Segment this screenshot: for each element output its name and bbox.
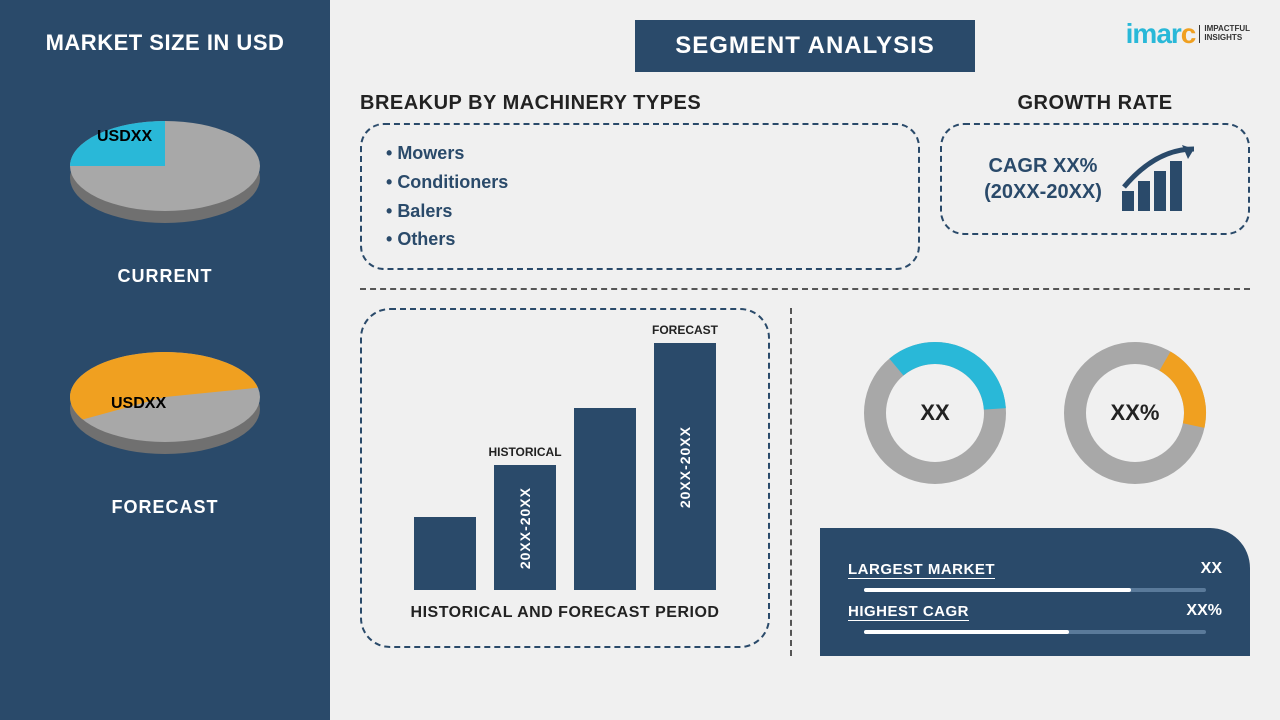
donut: XX% (1060, 338, 1210, 488)
donuts-row: XX XX% (820, 338, 1250, 488)
metrics-section: XX XX% LARGEST MARKET XX HIGHEST CAGR XX… (790, 308, 1250, 656)
metric-label: LARGEST MARKET (848, 561, 995, 578)
breakup-section: BREAKUP BY MACHINERY TYPES MowersConditi… (360, 92, 920, 270)
metric-value: XX (1201, 560, 1222, 578)
barchart-caption: HISTORICAL AND FORECAST PERIOD (392, 604, 738, 622)
barchart-box: HISTORICAL20XX-20XXFORECAST20XX-20XX HIS… (360, 308, 770, 648)
pie-current-label: USDXX (97, 128, 152, 146)
logo-text: imarc (1126, 18, 1196, 50)
growth-title: GROWTH RATE (940, 92, 1250, 115)
left-panel: MARKET SIZE IN USD USDXX CURRENT USDX (0, 0, 330, 720)
breakup-box: MowersConditionersBalersOthers (360, 123, 920, 270)
metric-bar (864, 630, 1206, 634)
bar (574, 408, 636, 590)
bar-top-label: HISTORICAL (488, 445, 561, 459)
growth-section: GROWTH RATE CAGR XX%(20XX-20XX) (940, 92, 1250, 270)
row-top: BREAKUP BY MACHINERY TYPES MowersConditi… (360, 92, 1250, 270)
row-bottom: HISTORICAL20XX-20XXFORECAST20XX-20XX HIS… (360, 308, 1250, 656)
metric-label: HIGHEST CAGR (848, 603, 969, 620)
breakup-title: BREAKUP BY MACHINERY TYPES (360, 92, 920, 115)
pie-forecast-label: USDXX (111, 395, 166, 413)
growth-box: CAGR XX%(20XX-20XX) (940, 123, 1250, 235)
bar: HISTORICAL20XX-20XX (494, 465, 556, 590)
right-panel: imarc IMPACTFULINSIGHTS SEGMENT ANALYSIS… (330, 0, 1280, 720)
donut-center: XX% (1111, 400, 1160, 426)
growth-icon (1116, 139, 1206, 219)
bar (414, 517, 476, 590)
pie-forecast: USDXX (55, 317, 275, 477)
breakup-item: Others (386, 225, 894, 254)
bar: FORECAST20XX-20XX (654, 343, 716, 590)
bars-area: HISTORICAL20XX-20XXFORECAST20XX-20XX (392, 330, 738, 590)
pie-current-svg (55, 86, 275, 246)
donut-center: XX (920, 400, 949, 426)
metric-value: XX% (1186, 602, 1222, 620)
pie-current-caption: CURRENT (20, 266, 310, 287)
metric-row: HIGHEST CAGR XX% (848, 602, 1222, 620)
metric-bar (864, 588, 1206, 592)
bar-top-label: FORECAST (652, 323, 718, 337)
divider-vertical (790, 308, 792, 656)
left-title: MARKET SIZE IN USD (20, 30, 310, 56)
divider-horizontal (360, 288, 1250, 290)
growth-text: CAGR XX%(20XX-20XX) (984, 153, 1102, 205)
breakup-list: MowersConditionersBalersOthers (386, 139, 894, 254)
infographic-root: MARKET SIZE IN USD USDXX CURRENT USDX (0, 0, 1280, 720)
donut: XX (860, 338, 1010, 488)
barchart-section: HISTORICAL20XX-20XXFORECAST20XX-20XX HIS… (360, 308, 770, 656)
bar-inner-label: 20XX-20XX (677, 426, 693, 508)
pie-current: USDXX (55, 86, 275, 246)
breakup-item: Balers (386, 197, 894, 226)
breakup-item: Conditioners (386, 168, 894, 197)
logo-sub: IMPACTFULINSIGHTS (1199, 25, 1250, 43)
brand-logo: imarc IMPACTFULINSIGHTS (1126, 18, 1250, 50)
breakup-item: Mowers (386, 139, 894, 168)
header-pill: SEGMENT ANALYSIS (635, 20, 975, 72)
metric-card: LARGEST MARKET XX HIGHEST CAGR XX% (820, 528, 1250, 656)
pie-forecast-caption: FORECAST (20, 497, 310, 518)
metric-row: LARGEST MARKET XX (848, 560, 1222, 578)
bar-inner-label: 20XX-20XX (517, 487, 533, 569)
